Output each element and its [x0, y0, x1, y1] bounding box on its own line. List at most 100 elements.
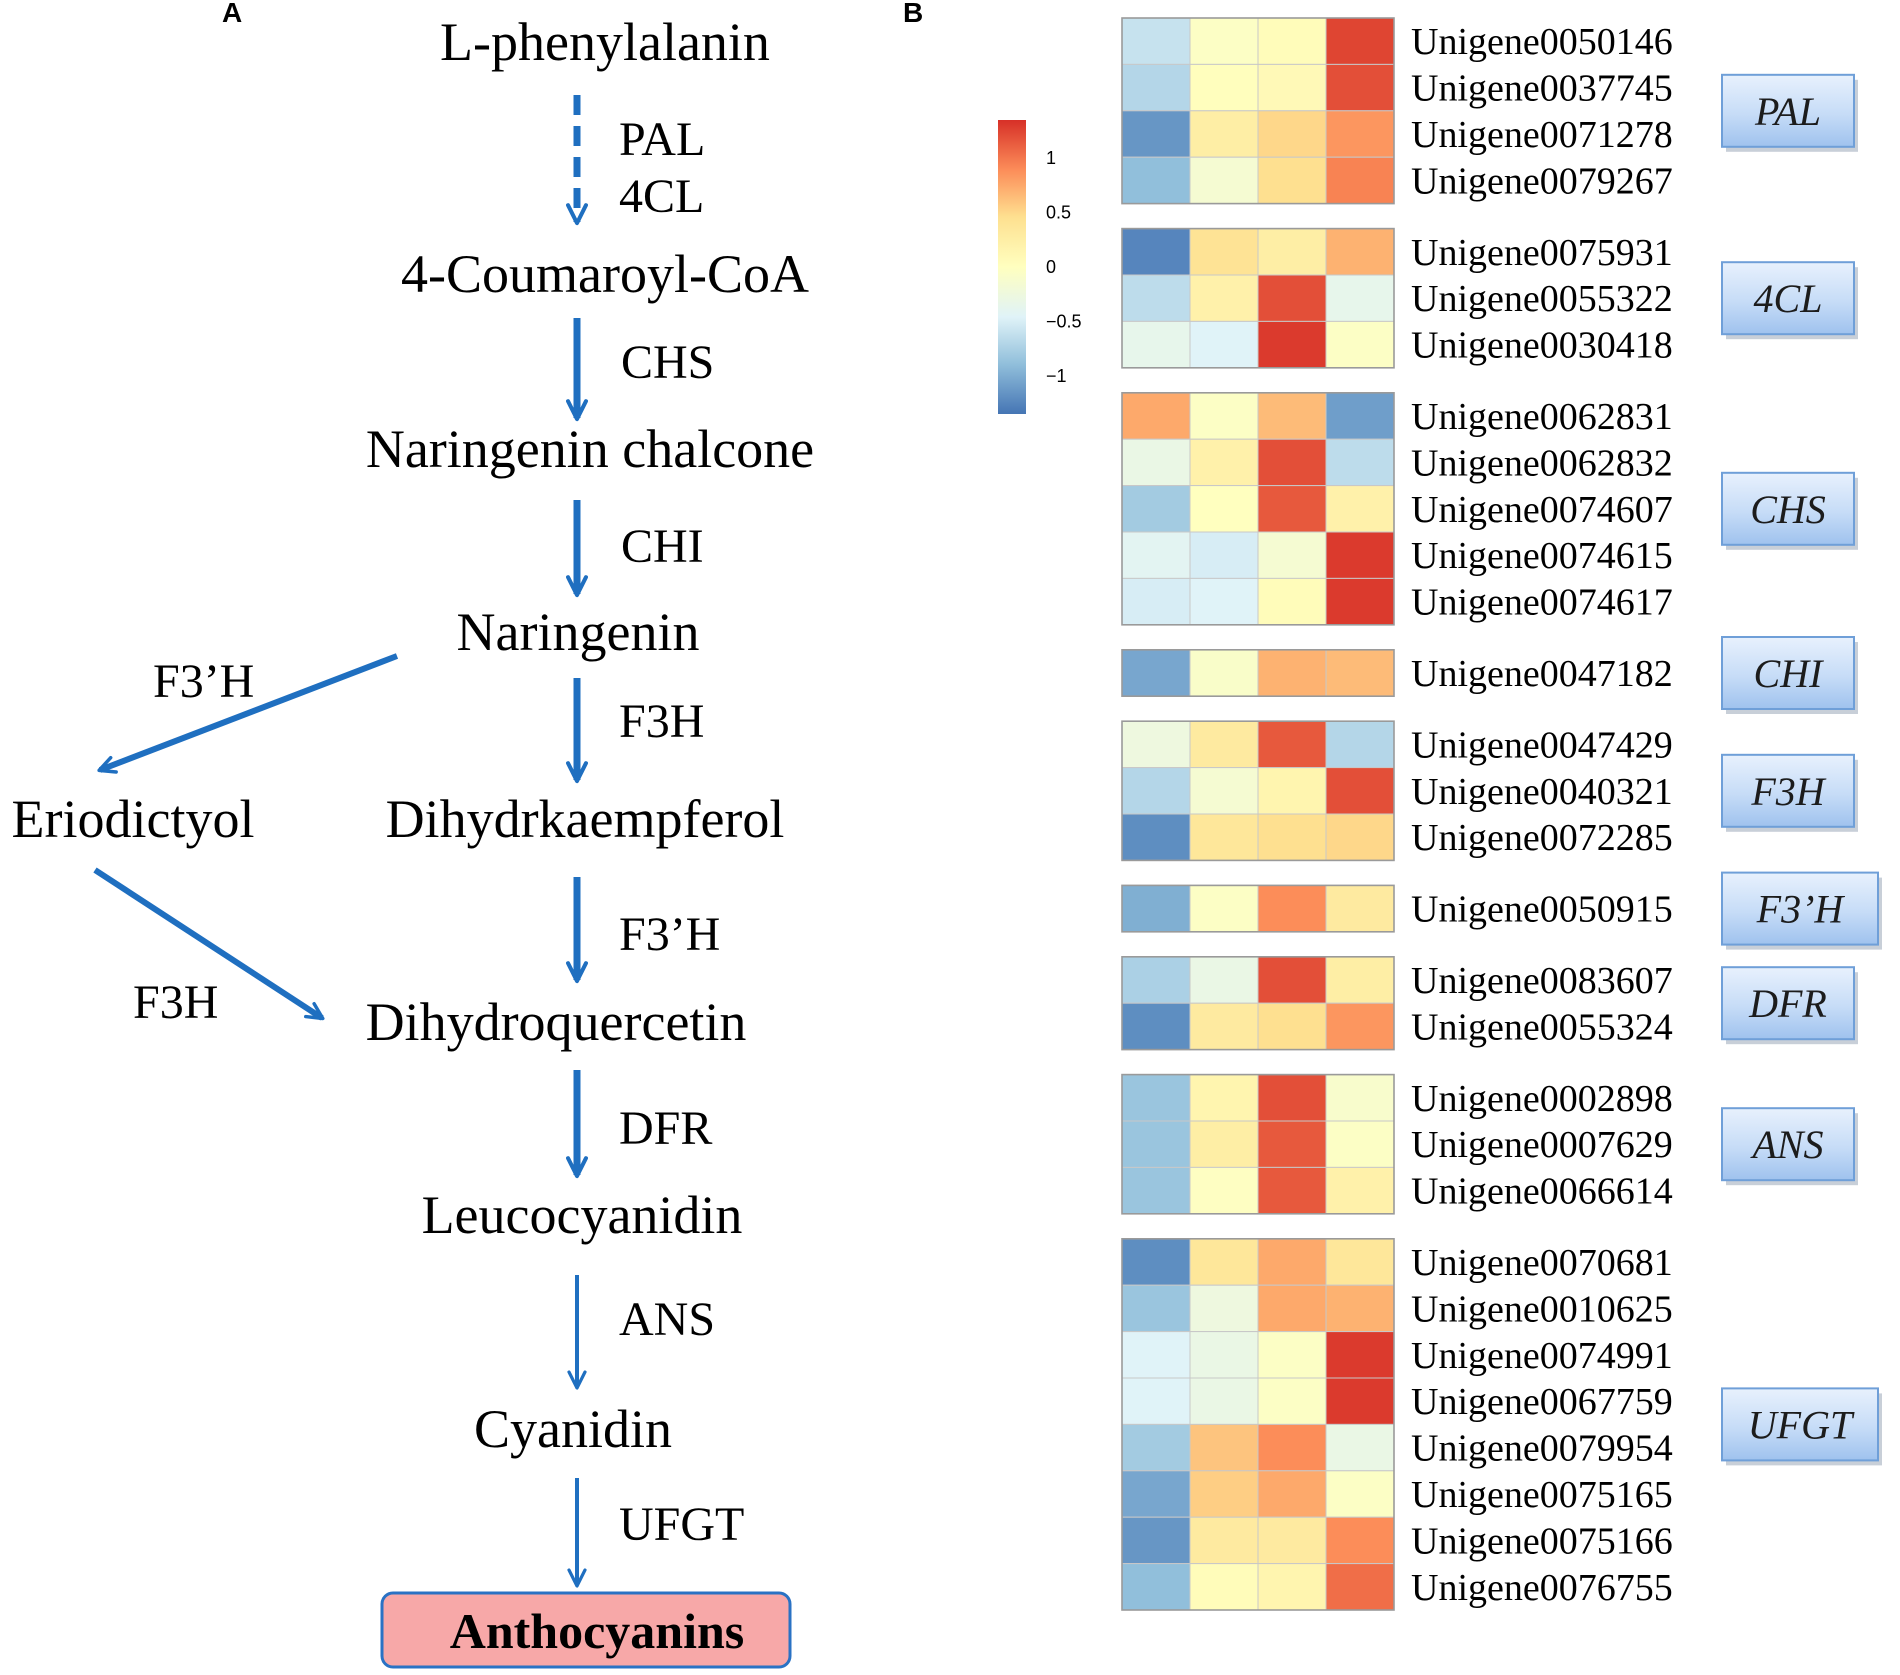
- unigene-label: Unigene0037745: [1411, 68, 1673, 110]
- compound-leucocyanidin: Leucocyanidin: [422, 1185, 743, 1245]
- heatmap-cell: [1121, 274, 1191, 322]
- unigene-label: Unigene0047429: [1411, 724, 1673, 766]
- legend-tick-label: 0.5: [1046, 203, 1071, 223]
- heatmap-cell: [1121, 485, 1191, 533]
- heatmap-cell: [1325, 438, 1395, 487]
- unigene-label: Unigene0050915: [1411, 889, 1673, 931]
- legend-tick-label: −0.5: [1046, 311, 1082, 331]
- heatmap-row: Unigene0055322: [1121, 274, 1673, 322]
- gene-box: F3H: [1721, 753, 1858, 832]
- legend-tick-label: 0: [1046, 257, 1056, 277]
- heatmap-row: Unigene0037745: [1121, 63, 1673, 112]
- heatmap-cell: [1257, 156, 1327, 205]
- heatmap-row: Unigene0071278: [1121, 110, 1673, 158]
- heatmap-cell: [1257, 1238, 1327, 1286]
- heatmap-cell: [1189, 1470, 1259, 1518]
- heatmap-row: Unigene0074615: [1121, 531, 1673, 579]
- arrow-f3prime-h-branch: [97, 653, 399, 774]
- color-legend: 1 0.5 0 −0.5 −1: [998, 120, 1082, 414]
- heatmap-row: Unigene0070681: [1121, 1238, 1673, 1286]
- gene-box: DFR: [1721, 966, 1858, 1045]
- heatmap-cell: [1121, 1331, 1191, 1379]
- heatmap-row: Unigene0074991: [1121, 1331, 1673, 1379]
- heatmap-row: Unigene0079267: [1121, 156, 1673, 205]
- heatmap-cell: [1325, 1166, 1395, 1215]
- heatmap-cell: [1325, 577, 1395, 626]
- heatmap-cell: [1189, 320, 1259, 369]
- heatmap-cell: [1325, 17, 1395, 65]
- heatmap-cell: [1325, 1377, 1395, 1425]
- heatmap-cell: [1121, 1563, 1191, 1611]
- gene-box-label: ANS: [1749, 1122, 1823, 1167]
- gene-box-shape: [1721, 966, 1855, 1041]
- heatmap-row: Unigene0007629: [1121, 1120, 1673, 1168]
- heatmap-cell: [1257, 813, 1327, 861]
- heatmap-cell: [1257, 1074, 1327, 1122]
- heatmap-row: Unigene0062832: [1121, 438, 1673, 487]
- legend-tick-label: −1: [1046, 366, 1067, 386]
- gene-box: PAL: [1721, 73, 1858, 152]
- heatmap-cell: [1189, 1166, 1259, 1215]
- heatmap-cell: [1325, 884, 1395, 933]
- gene-group: Unigene0047182 CHI: [1121, 636, 1858, 714]
- heatmap-cell: [1189, 1423, 1259, 1472]
- unigene-label: Unigene0067759: [1411, 1381, 1673, 1423]
- heatmap-cell: [1121, 17, 1191, 65]
- heatmap-cell: [1121, 1166, 1191, 1215]
- group-border: [1121, 227, 1395, 369]
- gene-group: Unigene0050146 Unigene0037745Unigene00712…: [1121, 17, 1858, 205]
- heatmap-cell: [1325, 392, 1395, 440]
- gene-box-label: DFR: [1748, 981, 1827, 1026]
- heatmap-cell: [1257, 720, 1327, 769]
- heatmap-cell: [1325, 1516, 1395, 1565]
- gene-box: ANS: [1721, 1107, 1858, 1186]
- heatmap-cell: [1257, 956, 1327, 1004]
- heatmap-cell: [1325, 63, 1395, 112]
- group-border: [1121, 1073, 1395, 1215]
- unigene-label: Unigene0055322: [1411, 278, 1673, 320]
- enzyme-dfr: DFR: [619, 1102, 712, 1155]
- gene-box-label: CHI: [1754, 651, 1825, 696]
- compound-4-coumaroyl-coa: 4-Coumaroyl-CoA: [401, 244, 809, 304]
- legend-tick-label: 1: [1046, 148, 1056, 168]
- panel-label-b: B: [903, 0, 923, 28]
- heatmap-cell: [1121, 1074, 1191, 1122]
- unigene-label: Unigene0075165: [1411, 1474, 1673, 1516]
- heatmap-cell: [1325, 228, 1395, 276]
- unigene-label: Unigene0072285: [1411, 817, 1673, 859]
- heatmap-cell: [1325, 720, 1395, 769]
- heatmap-cell: [1189, 649, 1259, 697]
- heatmap-cell: [1121, 392, 1191, 440]
- heatmap-row: Unigene0062831: [1121, 392, 1673, 440]
- enzyme-4cl: 4CL: [619, 170, 704, 223]
- unigene-label: Unigene0047182: [1411, 653, 1673, 695]
- heatmap-cell: [1257, 1377, 1327, 1425]
- heatmap-cell: [1325, 320, 1395, 369]
- heatmap-row: Unigene0075165: [1121, 1470, 1673, 1518]
- heatmap-cell: [1257, 1002, 1327, 1051]
- heatmap-cell: [1121, 110, 1191, 158]
- heatmap-cell: [1257, 1563, 1327, 1611]
- compound-naringenin-chalcone: Naringenin chalcone: [366, 419, 814, 479]
- heatmap-cell: [1325, 956, 1395, 1004]
- heatmap-cell: [1121, 813, 1191, 861]
- heatmap-cell: [1325, 1002, 1395, 1051]
- heatmap-cell: [1325, 485, 1395, 533]
- group-border: [1121, 391, 1395, 626]
- compound-dihydroquercetin: Dihydroquercetin: [366, 992, 747, 1052]
- unigene-label: Unigene0062831: [1411, 396, 1673, 438]
- unigene-label: Unigene0074617: [1411, 582, 1673, 624]
- heatmap-cell: [1257, 1423, 1327, 1472]
- heatmap-cell: [1189, 956, 1259, 1004]
- heatmap-row: Unigene0079954: [1121, 1423, 1673, 1472]
- gene-box-shape: [1721, 261, 1855, 336]
- heatmap-cell: [1189, 274, 1259, 322]
- gene-box-shape: [1721, 636, 1855, 710]
- heatmap-cell: [1121, 767, 1191, 815]
- heatmap-cell: [1189, 392, 1259, 440]
- gene-box-shape: [1721, 1387, 1879, 1462]
- heatmap-cell: [1189, 1238, 1259, 1286]
- unigene-label: Unigene0062832: [1411, 442, 1673, 484]
